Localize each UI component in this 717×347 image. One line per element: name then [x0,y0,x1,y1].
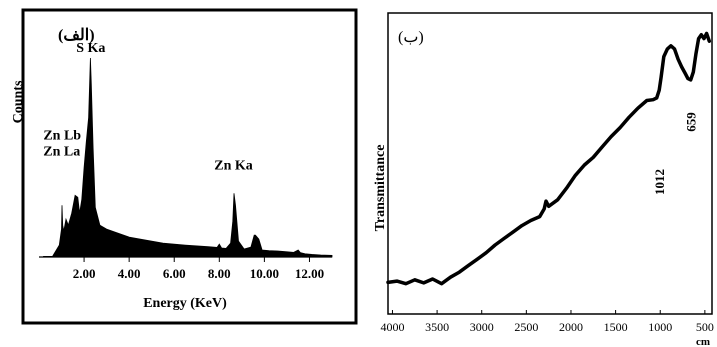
edx-peak-label: Zn Ka [214,158,253,173]
ftir-x-tick-label: 500 [696,320,714,334]
ftir-x-tick-label: 2500 [514,320,538,334]
ftir-x-tick-label: 4000 [380,320,404,334]
edx-x-axis-label: Energy (KeV) [143,296,227,311]
edx-y-axis-label: Counts [11,80,26,123]
edx-peak-label: Zn Lb [43,129,81,144]
ftir-x-unit-label: cm [696,336,710,347]
edx-x-tick-label: 10.00 [250,266,279,281]
ftir-panel: (ب) Transmittance cm 4000 3500 3000 2500 200… [373,12,714,347]
edx-panel-frame [21,8,358,325]
ftir-panel-frame [387,12,713,315]
edx-x-tick-label: 4.00 [118,266,141,281]
ftir-x-tick-label: 3500 [425,320,449,334]
edx-panel: (الف) Counts Energy (KeV) 2.00 4.00 6.00 8.… [11,8,358,325]
edx-x-tick-label: 8.00 [208,266,231,281]
edx-panel-label: (الف) [58,27,95,44]
ftir-x-tick-label: 3000 [470,320,494,334]
edx-x-tick-label: 12.00 [295,266,324,281]
ftir-x-tick-label: 1000 [648,320,672,334]
edx-peak-label: Zn La [43,144,80,159]
edx-spectrum-area [43,57,333,258]
ftir-peak-label: 1012 [652,169,667,195]
ftir-y-axis-label: Transmittance [373,145,388,232]
ftir-peak-label: 659 [684,112,699,132]
edx-x-tick-label: 6.00 [163,266,186,281]
edx-peak-label: S Ka [76,41,105,56]
ftir-panel-label: (ب) [398,29,424,46]
ftir-x-tick-label: 1500 [604,320,628,334]
ftir-spectrum-line [386,31,712,286]
edx-x-tick-label: 2.00 [73,266,96,281]
ftir-x-tick-label: 2000 [559,320,583,334]
